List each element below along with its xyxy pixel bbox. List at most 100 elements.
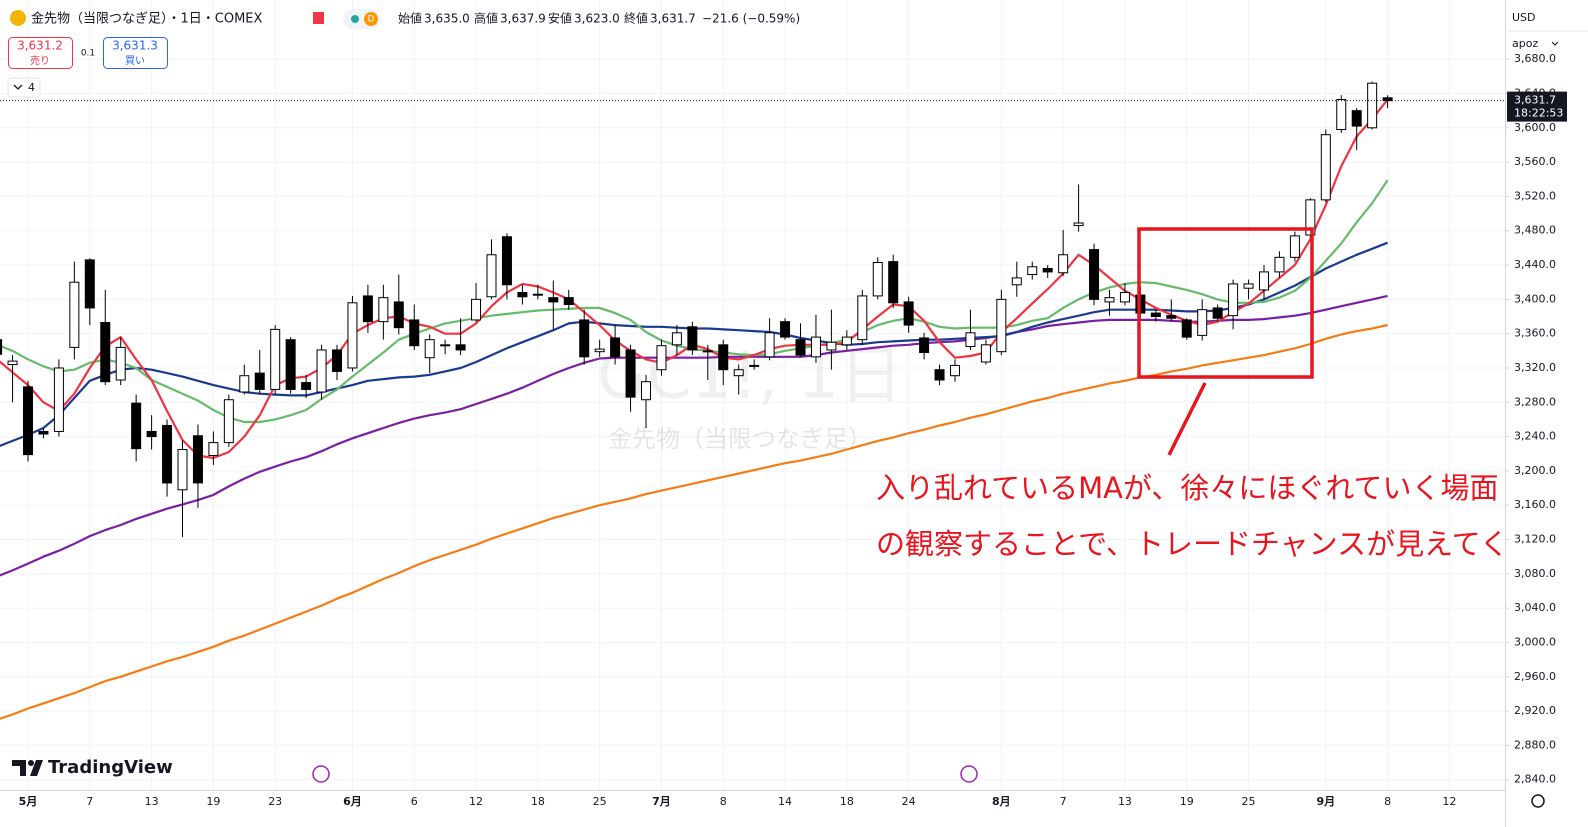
candle-body [131, 402, 142, 450]
buy-button[interactable] [103, 37, 168, 69]
market-status [351, 15, 359, 23]
ohlc-label: 終値 [624, 11, 648, 26]
candle-body [903, 301, 914, 326]
candle-body [393, 301, 404, 329]
price-tag-countdown: 18:22:53 [1514, 107, 1563, 120]
candle-body [919, 337, 930, 354]
watermark: GC1!, 1日 金先物（当限つなぎ足） [597, 340, 903, 453]
y-tick-label: 3,320.0 [1514, 361, 1556, 374]
event-marker[interactable] [960, 765, 978, 783]
candle-body [1042, 267, 1053, 273]
candle-body [1320, 134, 1331, 201]
candle-body [610, 337, 621, 358]
indicators-toggle[interactable] [7, 77, 41, 98]
sell-button[interactable] [8, 37, 73, 69]
y-tick-label: 3,440.0 [1514, 258, 1556, 271]
x-tick-label: 12 [1442, 795, 1456, 808]
y-tick-label: 3,240.0 [1514, 430, 1556, 443]
ohlc-value: 3,631.7 [650, 12, 696, 26]
candle-body [285, 339, 296, 390]
y-tick-label: 3,040.0 [1514, 601, 1556, 614]
symbol-icon [10, 10, 26, 26]
y-tick-label: 3,160.0 [1514, 498, 1556, 511]
y-tick-label: 3,400.0 [1514, 292, 1556, 305]
candle-body [1058, 254, 1069, 274]
candle-body [1073, 222, 1084, 227]
candle-body [53, 367, 64, 432]
ohlc-label: 始値 [398, 11, 422, 26]
candle-body [795, 339, 806, 356]
watermark-name: 金先物（当限つなぎ足） [608, 425, 872, 453]
sell-price: 3,631.2 [17, 39, 63, 53]
y-tick-label: 3,080.0 [1514, 567, 1556, 580]
x-tick-label: 18 [840, 795, 854, 808]
x-tick-label: 6 [411, 795, 418, 808]
x-tick-label: 23 [268, 795, 282, 808]
candle-body [579, 319, 590, 358]
moving-average-line [0, 324, 1388, 720]
x-tick-label: 14 [778, 795, 792, 808]
candle-body [115, 346, 126, 381]
annotation-line: の観察することで、トレードチャンスが見えてくる [876, 527, 1537, 561]
event-marker[interactable] [312, 765, 330, 783]
time-axis-panel [0, 790, 1505, 827]
x-tick-label: 8月 [992, 795, 1011, 808]
annotation-box [1137, 227, 1314, 379]
x-tick-label: 8 [720, 795, 727, 808]
x-tick-label: 19 [1180, 795, 1194, 808]
candle-body [872, 261, 883, 297]
indicator-count: 4 [28, 81, 35, 94]
candle-body [1228, 283, 1239, 317]
watermark-symbol: GC1!, 1日 [597, 340, 903, 414]
candle-body [841, 336, 852, 346]
x-tick-label: 9月 [1316, 795, 1335, 808]
candle-body [749, 364, 760, 367]
candle-body [69, 281, 80, 348]
legend-header: 金先物（当限つなぎ足）・1日・COMEX D 始値 3,635.0 高値 3,6… [7, 9, 800, 98]
y-tick-label: 2,880.0 [1514, 738, 1556, 751]
candle-body [440, 344, 451, 347]
candle-body [764, 332, 775, 358]
y-tick-label: 3,120.0 [1514, 533, 1556, 546]
candle-body [192, 435, 203, 484]
change: −21.6 (−0.59%) [702, 12, 800, 26]
annotation-line: 入り乱れているMAが、徐々にほぐれていく場面 [876, 471, 1499, 505]
currency[interactable]: USD [1512, 11, 1536, 24]
symbol-title[interactable]: 金先物（当限つなぎ足）・1日・COMEX [31, 11, 263, 27]
flag-icon[interactable] [313, 12, 324, 24]
x-tick-label: 18 [531, 795, 545, 808]
candle-body [1197, 309, 1208, 336]
candle-body [1181, 319, 1192, 338]
candle-body [594, 348, 605, 353]
settings-icon[interactable] [1531, 794, 1545, 808]
candle-body [687, 326, 698, 351]
candle-body [1166, 315, 1177, 319]
brand-logo[interactable]: TradingView [12, 757, 173, 778]
candle-body [1274, 256, 1285, 273]
x-tick-label: 24 [902, 795, 916, 808]
candle-body [934, 369, 945, 381]
candle-body [1104, 297, 1115, 303]
badge-bg [364, 12, 378, 26]
candle-body [362, 295, 373, 323]
y-tick-label: 3,480.0 [1514, 224, 1556, 237]
candle-body [718, 344, 729, 371]
y-tick-label: 3,360.0 [1514, 327, 1556, 340]
candle-body [1089, 249, 1100, 300]
logo-mark [12, 760, 43, 776]
candle-body [1011, 277, 1022, 286]
candle-body [162, 424, 173, 484]
scale-mode[interactable]: apoz [1512, 37, 1538, 50]
candle-body [1382, 97, 1393, 102]
logo-dot [28, 760, 34, 766]
ohlc-label: 高値 [474, 11, 498, 26]
candle-body [625, 349, 636, 398]
x-tick-label: 19 [206, 795, 220, 808]
x-tick-label: 7月 [652, 795, 671, 808]
candle-body [409, 319, 420, 347]
candle-body [501, 236, 512, 286]
ohlc-label: 安値 [548, 11, 572, 26]
axes: 2,840.0 2,880.0 2,920.0 2,960.0 3,000.0 3,040… [19, 52, 1556, 808]
